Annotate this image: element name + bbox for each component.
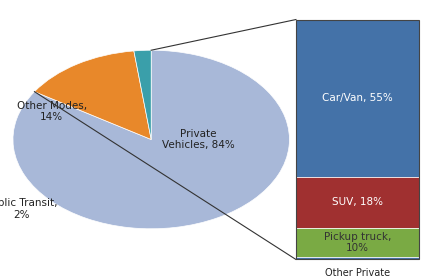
Wedge shape [134,50,151,140]
Text: Public Transit,
2%: Public Transit, 2% [0,198,58,220]
Text: Other Modes,
14%: Other Modes, 14% [17,101,87,122]
Wedge shape [35,51,151,140]
Bar [296,177,419,228]
Bar [296,228,419,257]
Bar [296,20,419,259]
Bar [296,20,419,177]
Text: SUV, 18%: SUV, 18% [332,197,383,207]
Text: Pickup truck,
10%: Pickup truck, 10% [324,232,391,253]
Bar [296,257,419,259]
Wedge shape [13,50,289,229]
Text: Other Private
Vehicle, 1%: Other Private Vehicle, 1% [325,268,390,279]
Text: Car/Van, 55%: Car/Van, 55% [322,93,393,103]
Text: Private
Vehicles, 84%: Private Vehicles, 84% [162,129,235,150]
